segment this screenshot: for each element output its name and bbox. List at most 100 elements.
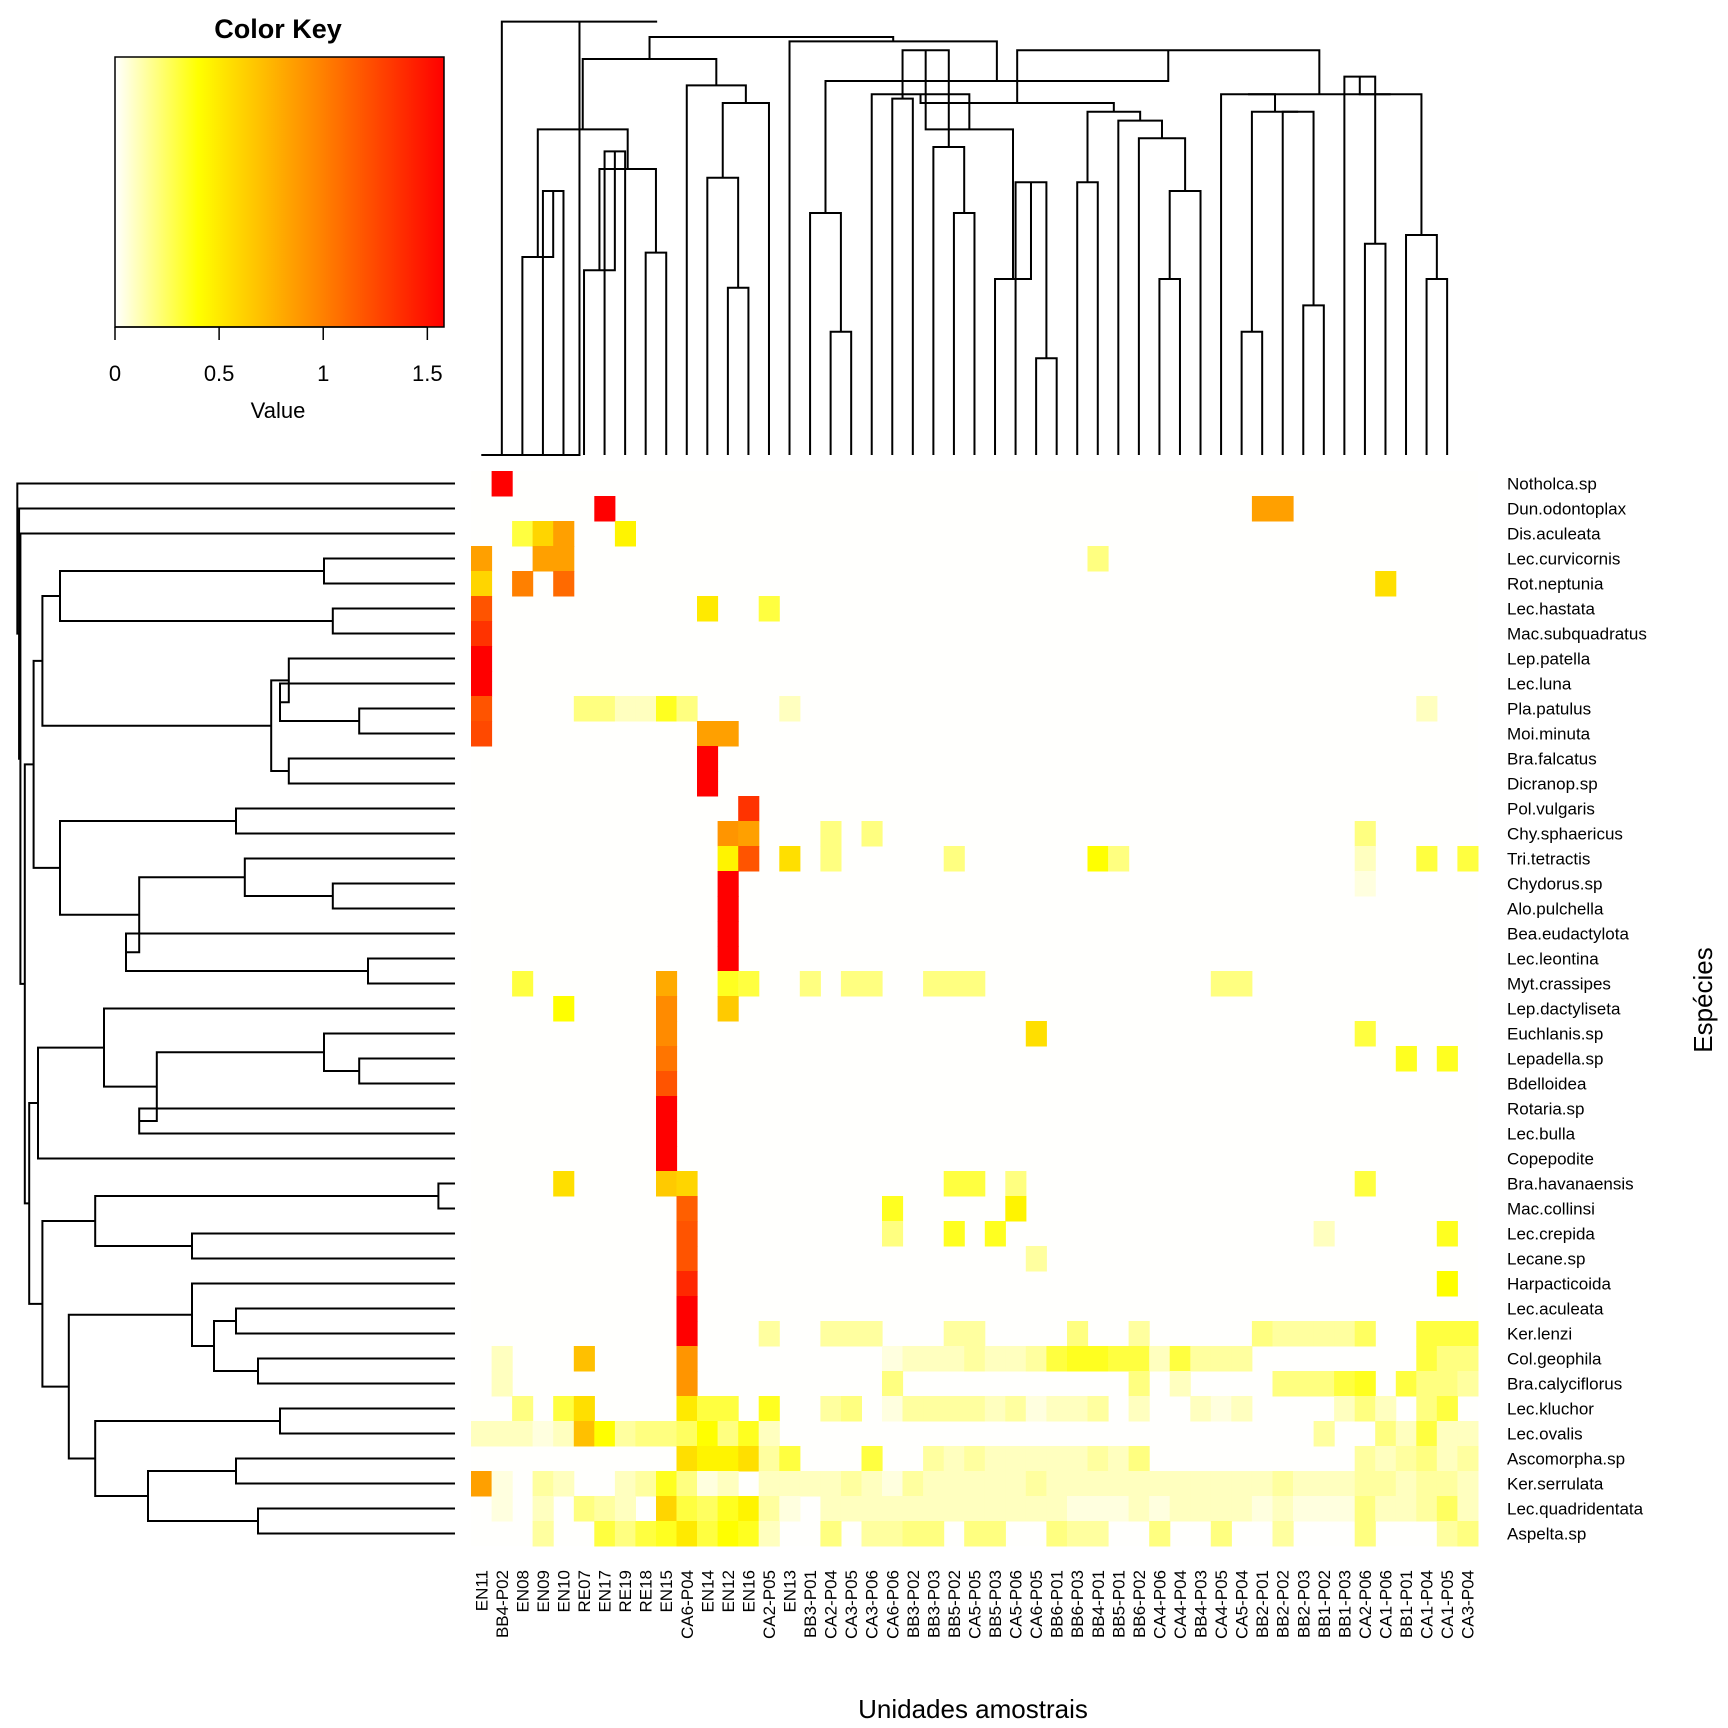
row-label: Dis.aculeata xyxy=(1507,525,1601,544)
heatmap-cell xyxy=(861,1471,883,1497)
row-label: Lec.crepida xyxy=(1507,1225,1595,1244)
row-label: Bra.havanaensis xyxy=(1507,1175,1634,1194)
heatmap-cell xyxy=(820,821,842,847)
heatmap-cell xyxy=(717,871,739,897)
dendrogram-branch xyxy=(59,820,236,916)
color-key-xlabel: Value xyxy=(251,398,306,423)
heatmap-cell xyxy=(964,1446,986,1472)
heatmap-cell xyxy=(738,1496,760,1522)
column-label: EN17 xyxy=(596,1570,615,1613)
heatmap-cell xyxy=(984,1396,1006,1422)
heatmap-cell xyxy=(738,1446,760,1472)
heatmap-cell xyxy=(656,971,678,997)
heatmap-cell xyxy=(923,1496,945,1522)
heatmap-cell xyxy=(882,1371,904,1397)
heatmap-cell xyxy=(758,1521,780,1547)
heatmap-cell xyxy=(1067,1471,1089,1497)
heatmap-cell xyxy=(676,1446,698,1472)
heatmap-cell xyxy=(1046,1471,1068,1497)
dendrogram-branch xyxy=(147,1470,258,1522)
heatmap-cell xyxy=(532,1521,554,1547)
heatmap-cell xyxy=(656,1471,678,1497)
column-label: CA4-P06 xyxy=(1150,1570,1169,1639)
column-label: EN08 xyxy=(513,1570,532,1613)
heatmap-cell xyxy=(1436,1396,1458,1422)
dendrogram-branch xyxy=(67,1313,192,1460)
row-label: Rotaria.sp xyxy=(1507,1100,1584,1119)
heatmap-cell xyxy=(1025,1496,1047,1522)
column-label: CA3-P05 xyxy=(842,1570,861,1639)
heatmap-cell xyxy=(1457,1321,1479,1347)
row-label: Lec.luna xyxy=(1507,675,1572,694)
heatmap-cell xyxy=(676,1171,698,1197)
row-label: Myt.crassipes xyxy=(1507,975,1611,994)
heatmap-cell xyxy=(717,921,739,947)
heatmap-cell xyxy=(1272,496,1294,522)
column-label: CA2-P04 xyxy=(822,1570,841,1639)
heatmap-cell xyxy=(1334,1396,1356,1422)
dendrogram-branch xyxy=(829,330,853,455)
column-label: BB1-P03 xyxy=(1335,1570,1354,1638)
heatmap-cell xyxy=(779,696,801,722)
column-label: BB2-P02 xyxy=(1274,1570,1293,1638)
heatmap-cell xyxy=(1025,1471,1047,1497)
dendrogram-branch xyxy=(235,807,455,835)
dendrogram-branch xyxy=(1168,190,1202,455)
dendrogram-branch xyxy=(437,1182,455,1210)
dendrogram-branch xyxy=(41,595,272,727)
heatmap-cell xyxy=(758,1446,780,1472)
column-label: CA6-P06 xyxy=(883,1570,902,1639)
heatmap-cell xyxy=(1375,1471,1397,1497)
heatmap-cell xyxy=(1005,1496,1027,1522)
dendrogram-branch xyxy=(323,557,455,585)
heatmap-cell xyxy=(779,846,801,872)
heatmap-cell xyxy=(1108,1496,1130,1522)
heatmap-cell xyxy=(656,1071,678,1097)
heatmap-cell xyxy=(1231,971,1253,997)
heatmap-cell xyxy=(635,696,657,722)
heatmap-cell xyxy=(512,1396,534,1422)
heatmap-cell xyxy=(471,546,493,572)
heatmap-cell xyxy=(1067,1346,1089,1372)
dendrogram-branch xyxy=(1405,234,1438,455)
heatmap-cell xyxy=(717,1396,739,1422)
row-label: Lec.leontina xyxy=(1507,950,1599,969)
heatmap-cell xyxy=(676,1346,698,1372)
heatmap-cell xyxy=(943,1396,965,1422)
heatmap-cell xyxy=(573,1421,595,1447)
dendrogram-branch xyxy=(280,657,455,704)
heatmap-cell xyxy=(1416,1471,1438,1497)
row-label: Lec.quadridentata xyxy=(1507,1500,1644,1519)
column-label: CA1-P06 xyxy=(1377,1570,1396,1639)
heatmap-cell xyxy=(1313,1496,1335,1522)
row-label: Aspelta.sp xyxy=(1507,1525,1586,1544)
column-label: BB5-P03 xyxy=(986,1570,1005,1638)
heatmap-cell xyxy=(532,1471,554,1497)
heatmap-cell xyxy=(594,1496,616,1522)
dendrogram-branch xyxy=(809,212,842,455)
heatmap-cell xyxy=(1067,1321,1089,1347)
dendrogram-branch xyxy=(706,176,740,455)
heatmap-cell xyxy=(984,1521,1006,1547)
y-axis-title: Espécies xyxy=(1688,947,1718,1053)
dendrogram-branch xyxy=(16,482,455,635)
heatmap-cell xyxy=(1354,1521,1376,1547)
column-label: BB5-P02 xyxy=(945,1570,964,1638)
heatmap-cell xyxy=(1354,1321,1376,1347)
column-label: CA1-P04 xyxy=(1418,1570,1437,1639)
heatmap-cell xyxy=(943,1171,965,1197)
heatmap-cell xyxy=(471,671,493,697)
heatmap-cell xyxy=(1190,1496,1212,1522)
dendrogram-branch xyxy=(257,1507,455,1535)
heatmap-cell xyxy=(676,1471,698,1497)
heatmap-cell xyxy=(1457,846,1479,872)
heatmap-cell xyxy=(964,971,986,997)
heatmap-cell xyxy=(1334,1471,1356,1497)
row-label: Bea.eudactylota xyxy=(1507,925,1629,944)
heatmap-cell xyxy=(573,1346,595,1372)
heatmap-cell xyxy=(471,571,493,597)
heatmap-cell xyxy=(964,1396,986,1422)
dendrogram-branch xyxy=(331,882,455,910)
column-label: CA5-P05 xyxy=(966,1570,985,1639)
row-label: Lec.kluchor xyxy=(1507,1400,1594,1419)
